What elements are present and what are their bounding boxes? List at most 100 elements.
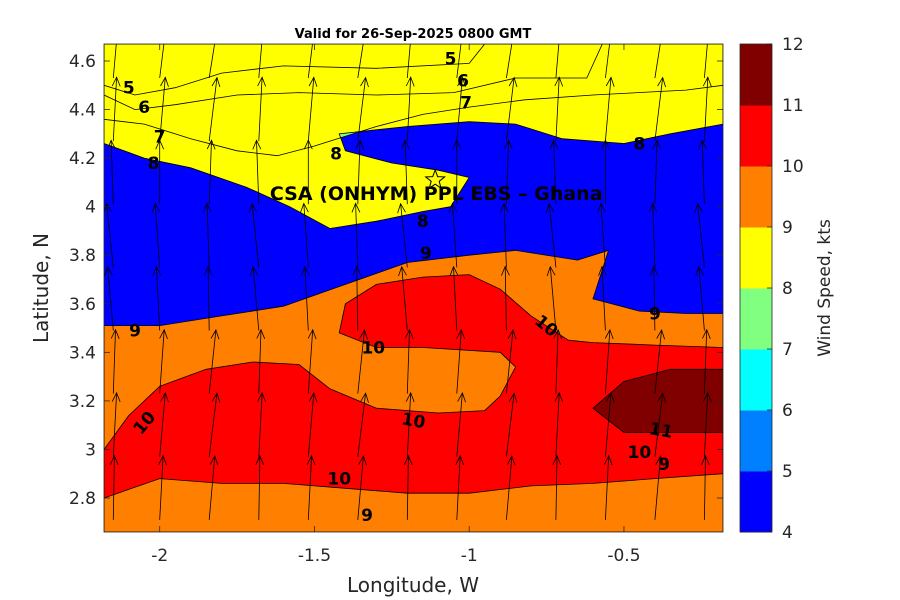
contour-label-6: 6	[138, 98, 150, 118]
x-tick-label: -1.5	[298, 546, 331, 566]
colorbar-tick-label: 9	[782, 218, 793, 238]
y-tick-label: 4.6	[69, 52, 96, 72]
wind-arrow	[698, 139, 707, 205]
wind-arrow	[203, 265, 213, 331]
colorbar-band-10	[740, 105, 772, 167]
wind-arrow	[301, 265, 310, 331]
wind-arrow	[398, 265, 408, 331]
x-axis: -2 -1.5 -1 -0.5	[151, 44, 641, 566]
wind-arrow	[208, 455, 219, 520]
wind-arrow	[694, 202, 705, 268]
x-axis-label: Longitude, W	[347, 573, 479, 597]
wind-arrow	[206, 139, 216, 205]
wind-arrow	[553, 328, 563, 394]
y-axis-label: Latitude, N	[29, 233, 53, 343]
wind-arrow	[357, 392, 369, 457]
site-marker-layer: CSA (ONHYM) PPL EBS – Ghana	[270, 168, 603, 205]
wind-arrow	[506, 76, 518, 142]
wind-arrow	[503, 139, 513, 205]
wind-arrow	[158, 454, 167, 520]
wind-arrow	[355, 139, 365, 205]
wind-arrow	[307, 392, 318, 457]
contour-label-9: 9	[361, 506, 373, 526]
contour-line-layer	[104, 44, 723, 532]
contour-line-5	[104, 44, 486, 96]
wind-arrow	[449, 265, 459, 331]
x-tick-label: -2	[151, 546, 168, 566]
contour-label-7: 7	[154, 127, 166, 147]
contour-fill-layer	[104, 44, 723, 532]
wind-arrow	[598, 265, 607, 331]
wind-arrow	[405, 391, 415, 457]
colorbar-tick-label: 6	[782, 401, 793, 421]
wind-arrow	[357, 329, 368, 394]
wind-arrow	[159, 328, 168, 394]
wind-arrow	[405, 76, 415, 142]
colorbar-band-5	[740, 410, 772, 472]
wind-arrow	[455, 454, 465, 520]
y-tick-label: 4.2	[69, 149, 96, 169]
wind-arrow	[702, 328, 711, 394]
wind-arrow	[357, 76, 369, 142]
colorbar-band-6	[740, 349, 772, 411]
wind-arrow	[307, 76, 318, 142]
wind-arrow	[112, 44, 117, 79]
wind-arrow	[107, 139, 116, 205]
wind-arrow	[704, 44, 708, 79]
wind-arrow	[605, 44, 610, 79]
wind-arrow	[208, 44, 215, 79]
wind-arrow	[111, 391, 121, 457]
colorbar-band-7	[740, 288, 772, 350]
wind-arrow	[151, 202, 161, 268]
wind-arrow	[654, 392, 666, 457]
wind-arrow	[208, 76, 221, 142]
contour-label-9: 9	[420, 244, 432, 264]
y-axis: 2.8 3 3.2 3.4 3.6 3.8 4 4.2 4.4 4.6	[69, 52, 723, 509]
wind-arrow	[648, 202, 658, 268]
wind-arrow	[397, 202, 408, 268]
colorbar-tick-label: 12	[782, 35, 804, 55]
contour-label-10: 10	[400, 409, 427, 433]
wind-arrow	[654, 76, 666, 142]
x-tick-label: -0.5	[607, 546, 640, 566]
contour-label-8: 8	[417, 212, 429, 232]
wind-arrow	[208, 329, 220, 394]
wind-arrow	[597, 202, 606, 268]
wind-arrow	[256, 328, 266, 394]
wind-arrow	[506, 455, 516, 520]
y-tick-label: 2.8	[69, 489, 96, 509]
colorbar-tick-label: 11	[782, 96, 804, 116]
contour-label-9: 9	[658, 455, 670, 475]
colorbar-tick-label: 10	[782, 157, 804, 177]
colorbar: 4 5 6 7 8 9 10 11 12	[739, 35, 804, 543]
wind-arrow	[257, 76, 266, 142]
wind-arrow	[406, 44, 411, 79]
wind-arrow	[249, 265, 260, 331]
contour-line-9	[104, 249, 723, 532]
wind-arrow	[404, 328, 414, 394]
wind-arrow	[255, 454, 265, 520]
wind-arrow	[258, 44, 263, 79]
wind-arrow	[456, 328, 466, 394]
wind-arrow	[159, 76, 169, 142]
wind-arrow	[307, 44, 313, 79]
contour-label-9: 9	[129, 322, 141, 342]
chart-title: Valid for 26-Sep-2025 0800 GMT	[295, 27, 532, 42]
wind-arrow	[352, 265, 362, 331]
wind-arrow	[257, 391, 266, 457]
wind-arrow	[654, 44, 661, 79]
contour-label-10: 10	[327, 470, 351, 490]
wind-arrow	[456, 392, 466, 457]
wind-arrow	[202, 202, 212, 268]
wind-arrow	[300, 202, 309, 268]
wind-arrow	[506, 392, 518, 457]
wind-arrow	[605, 76, 615, 142]
colorbar-tick-label: 4	[782, 523, 793, 543]
wind-arrow	[555, 44, 560, 79]
wind-arrow	[501, 265, 510, 331]
wind-arrow	[248, 202, 260, 268]
contour-label-5: 5	[445, 50, 457, 70]
wind-arrow	[654, 329, 665, 394]
y-tick-label: 4	[85, 198, 96, 218]
